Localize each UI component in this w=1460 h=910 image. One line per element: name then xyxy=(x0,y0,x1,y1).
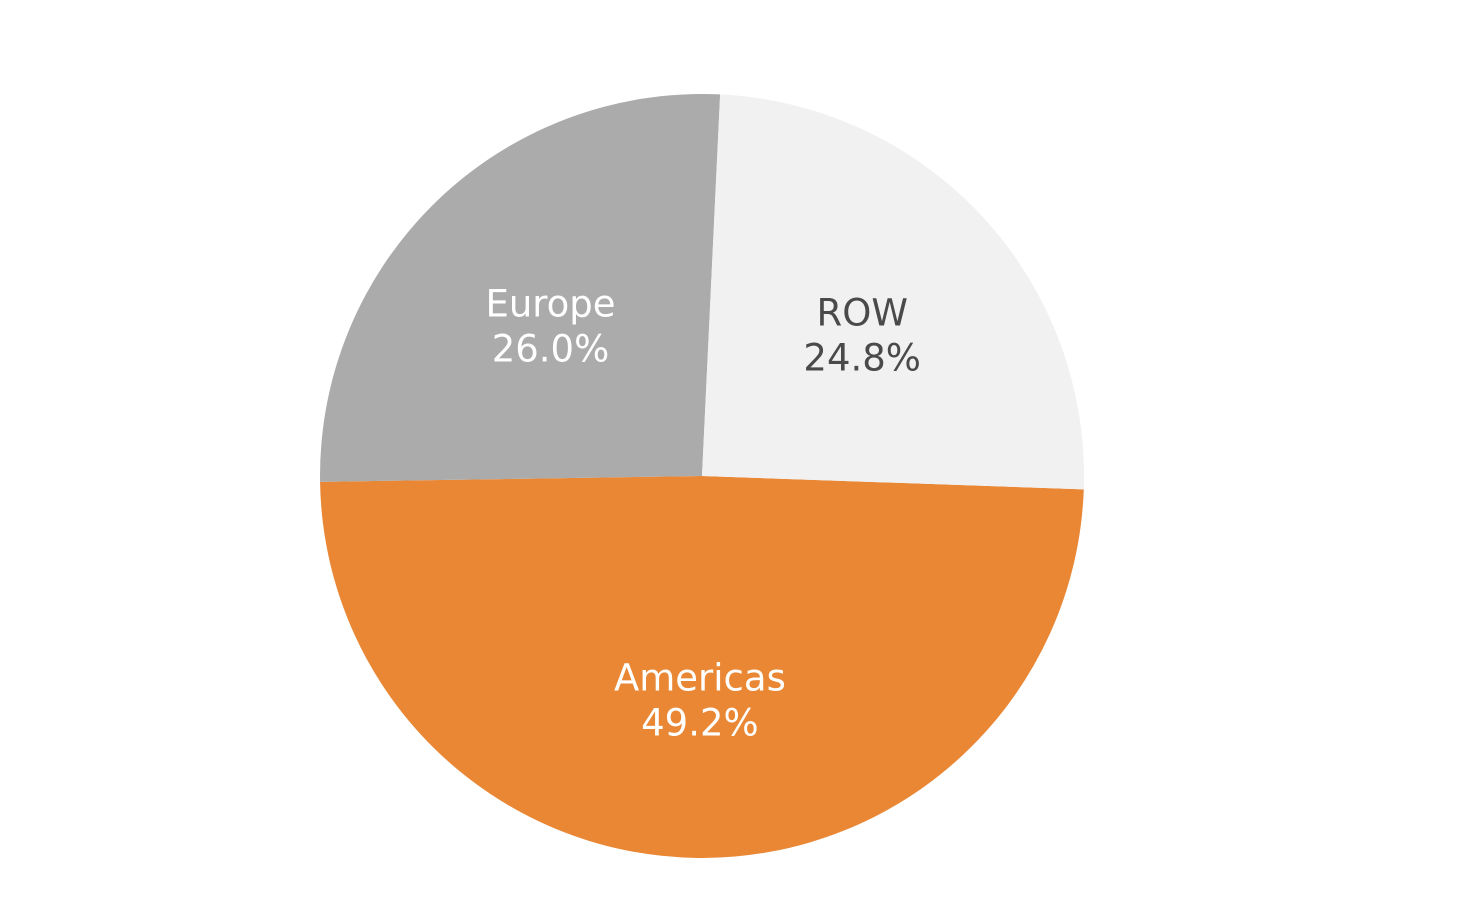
slice-label-europe: Europe xyxy=(485,283,615,326)
pie-slice-americas xyxy=(320,476,1084,858)
pie-slice-row xyxy=(702,94,1085,490)
pie-slices xyxy=(320,93,1085,858)
slice-value-europe: 26.0% xyxy=(492,328,610,371)
slice-value-americas: 49.2% xyxy=(641,702,759,745)
slice-value-row: 24.8% xyxy=(803,337,921,380)
pie-slice-europe xyxy=(320,93,721,482)
slice-label-americas: Americas xyxy=(614,657,786,700)
slice-label-row: ROW xyxy=(816,292,907,335)
